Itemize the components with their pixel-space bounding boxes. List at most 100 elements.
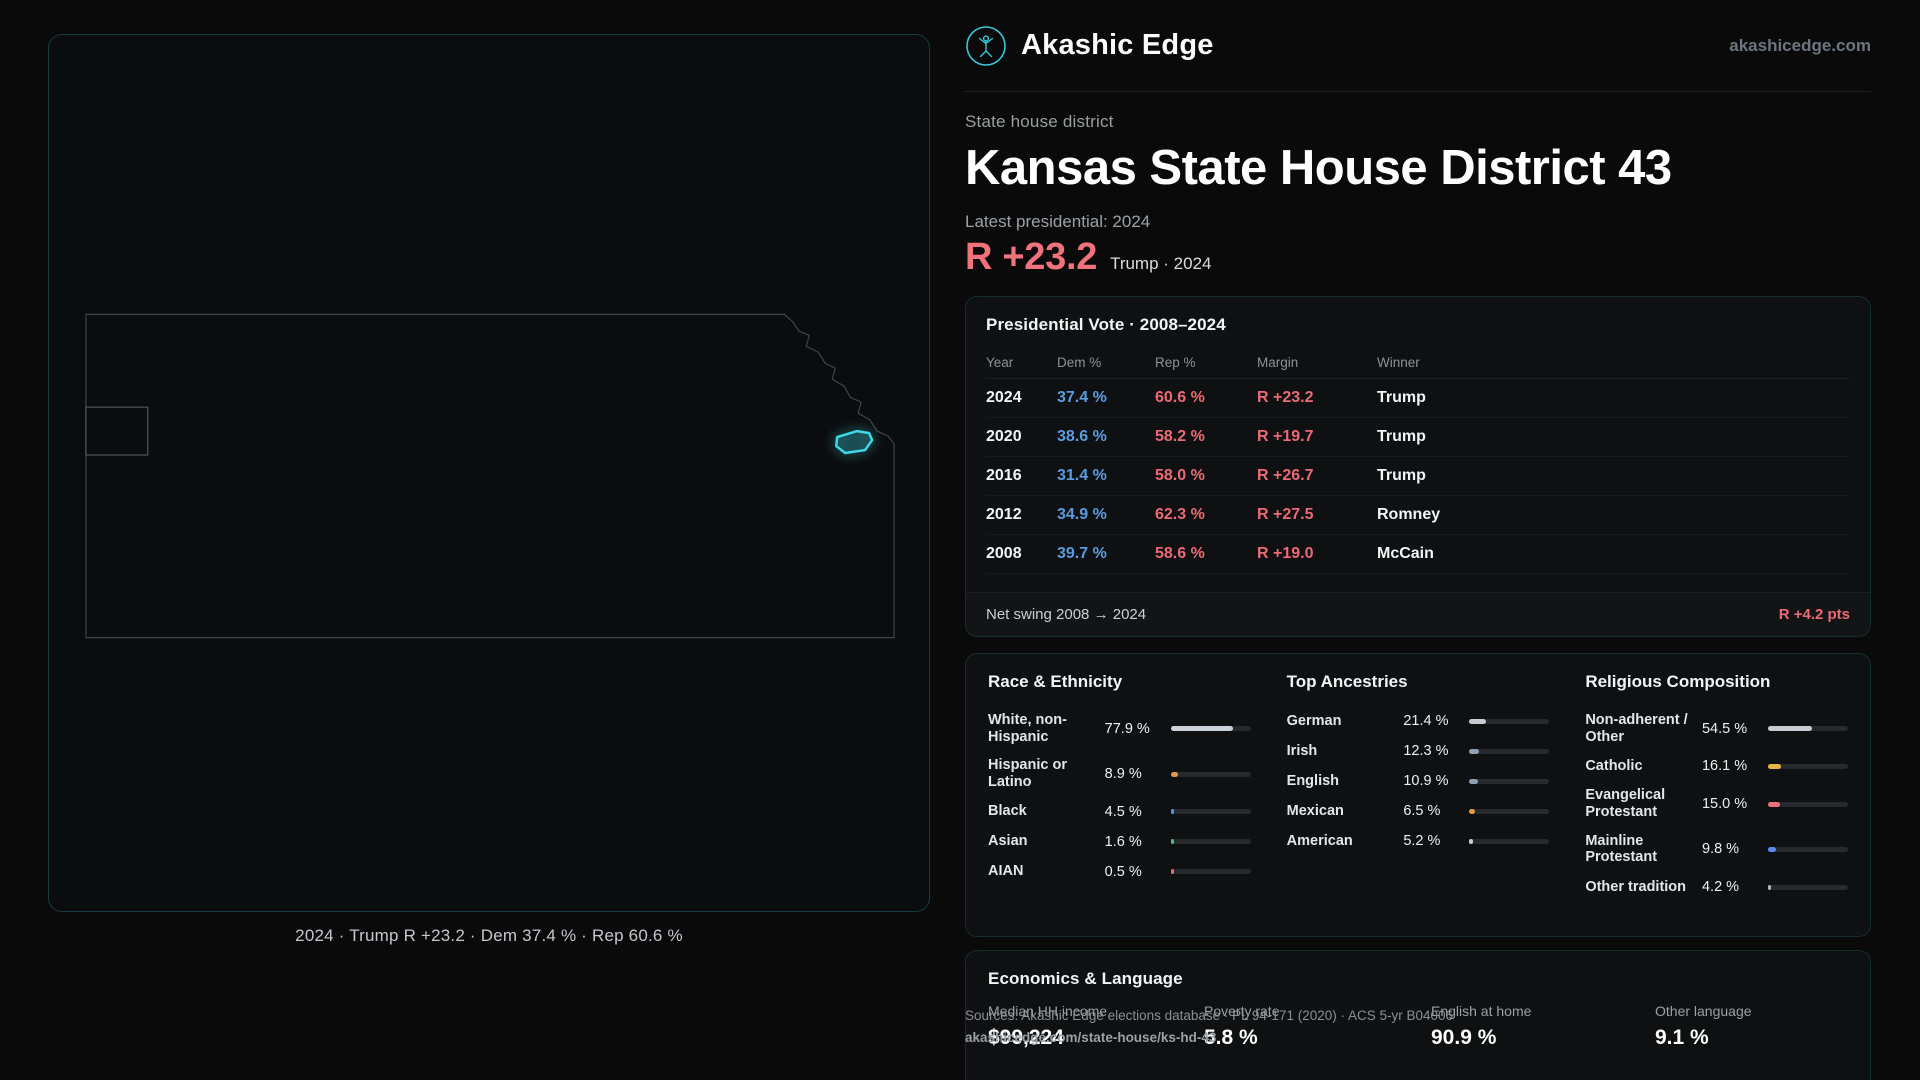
stat-bar xyxy=(1469,748,1550,754)
stat-value: 54.5 % xyxy=(1701,720,1748,737)
stat-bar xyxy=(1170,726,1251,732)
stat-label: German xyxy=(1286,712,1342,729)
stat-row: Black 4.5 % xyxy=(988,797,1251,827)
stat-bar xyxy=(1469,838,1550,844)
stat-value: 10.9 % xyxy=(1403,773,1449,789)
brand-logo-icon xyxy=(966,25,1006,66)
table-row: 2008 39.7 % 58.6 % R +19.0 McCain xyxy=(986,535,1850,574)
demographics-panel: Race & Ethnicity White, non-Hispanic 77.9 … xyxy=(965,653,1871,937)
economics-stat: Other language 9.1 % xyxy=(1655,1003,1848,1050)
column-header: Dem % xyxy=(1057,355,1102,370)
economics-stat: Poverty rate 5.8 % xyxy=(1204,1003,1431,1050)
column-header: Margin xyxy=(1257,355,1299,370)
economics-stat-label: Other language xyxy=(1655,1003,1752,1019)
stat-label: Other tradition xyxy=(1585,878,1687,895)
demographics-section: Race & Ethnicity White, non-Hispanic 77.9 … xyxy=(988,672,1251,902)
county-inset-outline xyxy=(85,406,149,456)
map-caption: 2024 · Trump R +23.2 · Dem 37.4 % · Rep … xyxy=(295,926,683,945)
stat-bar-fill xyxy=(1469,718,1487,724)
stat-bar xyxy=(1767,726,1848,732)
stat-bar-fill xyxy=(1767,884,1772,890)
stat-label: Mexican xyxy=(1286,802,1344,819)
dem-pct-cell: 37.4 % xyxy=(1057,389,1107,406)
stat-value: 8.9 % xyxy=(1104,766,1142,783)
brand-domain-link[interactable]: akashicedge.com xyxy=(1729,35,1871,55)
economics-stat-value: 90.9 % xyxy=(1431,1026,1497,1049)
margin-summary: R +23.2 Trump · 2024 xyxy=(965,236,1871,279)
stat-bar-fill xyxy=(1469,778,1479,784)
stat-row: White, non-Hispanic 77.9 % xyxy=(988,706,1251,751)
stat-bar-fill xyxy=(1170,771,1178,777)
sources-footer: Sources: Akashic Edge elections database… xyxy=(965,1005,1871,1048)
stat-bar xyxy=(1469,778,1550,784)
presidential-panel-title: Presidential Vote · 2008–2024 xyxy=(986,315,1226,334)
stat-bar-fill xyxy=(1469,808,1475,814)
section-title: Top Ancestries xyxy=(1286,672,1408,691)
stat-value: 77.9 % xyxy=(1104,720,1150,737)
stat-row: Evangelical Protestant 15.0 % xyxy=(1585,781,1848,826)
table-row: 2020 38.6 % 58.2 % R +19.7 Trump xyxy=(986,418,1850,457)
stat-label: Hispanic or Latino xyxy=(988,757,1067,791)
stat-row: Mexican 6.5 % xyxy=(1287,796,1550,826)
header: Akashic Edge akashicedge.com xyxy=(965,0,1871,92)
stat-row: Asian 1.6 % xyxy=(988,827,1251,857)
economics-stat-value: $99,224 xyxy=(988,1026,1064,1049)
winner-cell: Trump xyxy=(1377,467,1426,484)
winner-cell: Trump xyxy=(1377,428,1426,445)
stat-row: Non-adherent / Other 54.5 % xyxy=(1585,706,1848,751)
stat-value: 21.4 % xyxy=(1403,713,1449,729)
table-row: 2016 31.4 % 58.0 % R +26.7 Trump xyxy=(986,457,1850,496)
permalink-link[interactable]: akashicedge.com/state-house/ks-hd-43 xyxy=(965,1029,1217,1045)
economics-stat-label: Median HH income xyxy=(988,1003,1108,1019)
stat-row: Mainline Protestant 9.8 % xyxy=(1585,827,1848,872)
stat-bar xyxy=(1767,846,1848,852)
table-row: 2012 34.9 % 62.3 % R +27.5 Romney xyxy=(986,496,1850,535)
stat-label: Non-adherent / Other xyxy=(1585,712,1688,745)
stat-bar-fill xyxy=(1469,838,1474,844)
economics-panel: Economics & Language Median HH income $99… xyxy=(965,950,1871,1080)
stat-row: Other tradition 4.2 % xyxy=(1585,872,1848,902)
margin-cell: R +27.5 xyxy=(1257,506,1314,523)
year-cell: 2020 xyxy=(986,428,1022,445)
stat-bar xyxy=(1469,808,1550,814)
economics-stat-label: English at home xyxy=(1431,1003,1532,1019)
demographics-grid: Race & Ethnicity White, non-Hispanic 77.9 … xyxy=(988,672,1848,902)
rep-pct-cell: 60.6 % xyxy=(1155,389,1205,406)
stat-bar xyxy=(1170,809,1251,815)
stat-value: 6.5 % xyxy=(1403,803,1441,819)
stat-bar-fill xyxy=(1170,839,1174,845)
district-kicker: State house district xyxy=(965,112,1114,131)
stat-bar xyxy=(1469,718,1550,724)
highlighted-district[interactable] xyxy=(834,429,874,455)
stat-row: American 5.2 % xyxy=(1287,826,1550,856)
rep-pct-cell: 58.6 % xyxy=(1155,545,1205,562)
year-cell: 2024 xyxy=(986,389,1022,406)
stat-bar-fill xyxy=(1170,726,1233,732)
rep-pct-cell: 58.2 % xyxy=(1155,428,1205,445)
column-header: Rep % xyxy=(1155,355,1196,370)
stat-bar-fill xyxy=(1767,846,1776,852)
stat-bar-fill xyxy=(1767,726,1812,732)
column-header: Winner xyxy=(1377,355,1420,370)
pres-table-header: Year Dem % Rep % Margin Winner xyxy=(986,347,1850,379)
net-swing-label: Net swing 2008 → 2024 xyxy=(986,606,1147,623)
latest-presidential-label: Latest presidential: 2024 xyxy=(965,212,1151,231)
state-outline xyxy=(85,313,895,639)
stat-row: Irish 12.3 % xyxy=(1287,736,1550,766)
net-swing-value: R +4.2 pts xyxy=(1778,606,1850,623)
stat-value: 12.3 % xyxy=(1403,743,1449,759)
table-row: 2024 37.4 % 60.6 % R +23.2 Trump xyxy=(986,379,1850,418)
stat-row: Catholic 16.1 % xyxy=(1585,751,1848,781)
stat-bar xyxy=(1170,869,1251,875)
winner-cell: McCain xyxy=(1377,545,1434,562)
demographics-section: Top Ancestries German 21.4 % Irish 12.3 % Eng… xyxy=(1287,672,1550,902)
rep-pct-cell: 62.3 % xyxy=(1155,506,1205,523)
year-cell: 2008 xyxy=(986,545,1022,562)
winner-cell: Trump xyxy=(1377,389,1426,406)
stat-bar-fill xyxy=(1170,869,1174,875)
stat-label: Catholic xyxy=(1585,758,1643,774)
sources-line: Sources: Akashic Edge elections database… xyxy=(965,1008,1454,1023)
stat-label: English xyxy=(1286,772,1340,789)
winner-cell: Romney xyxy=(1377,506,1441,523)
margin-cell: R +23.2 xyxy=(1257,389,1314,406)
